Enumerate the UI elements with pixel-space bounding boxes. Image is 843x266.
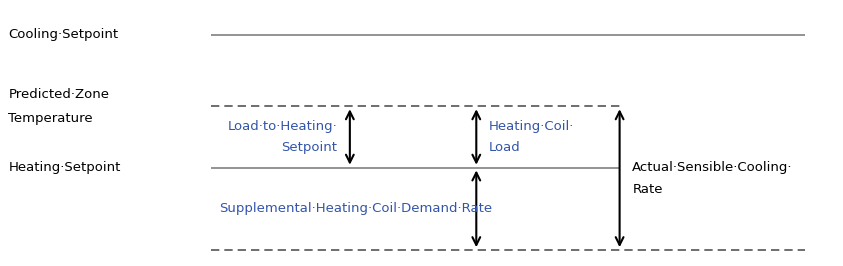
Text: Load: Load [489,142,521,154]
Text: Temperature: Temperature [8,111,93,124]
Text: Supplemental·Heating·Coil·Demand·Rate: Supplemental·Heating·Coil·Demand·Rate [219,202,492,215]
Text: Setpoint: Setpoint [282,142,337,154]
Text: Rate: Rate [632,183,663,196]
Text: Predicted·Zone: Predicted·Zone [8,88,110,101]
Text: Heating·Setpoint: Heating·Setpoint [8,161,121,174]
Text: Cooling·Setpoint: Cooling·Setpoint [8,28,119,41]
Text: Actual·Sensible·Cooling·: Actual·Sensible·Cooling· [632,161,792,174]
Text: Load·to·Heating·: Load·to·Heating· [228,120,337,133]
Text: Heating·Coil·: Heating·Coil· [489,120,574,133]
